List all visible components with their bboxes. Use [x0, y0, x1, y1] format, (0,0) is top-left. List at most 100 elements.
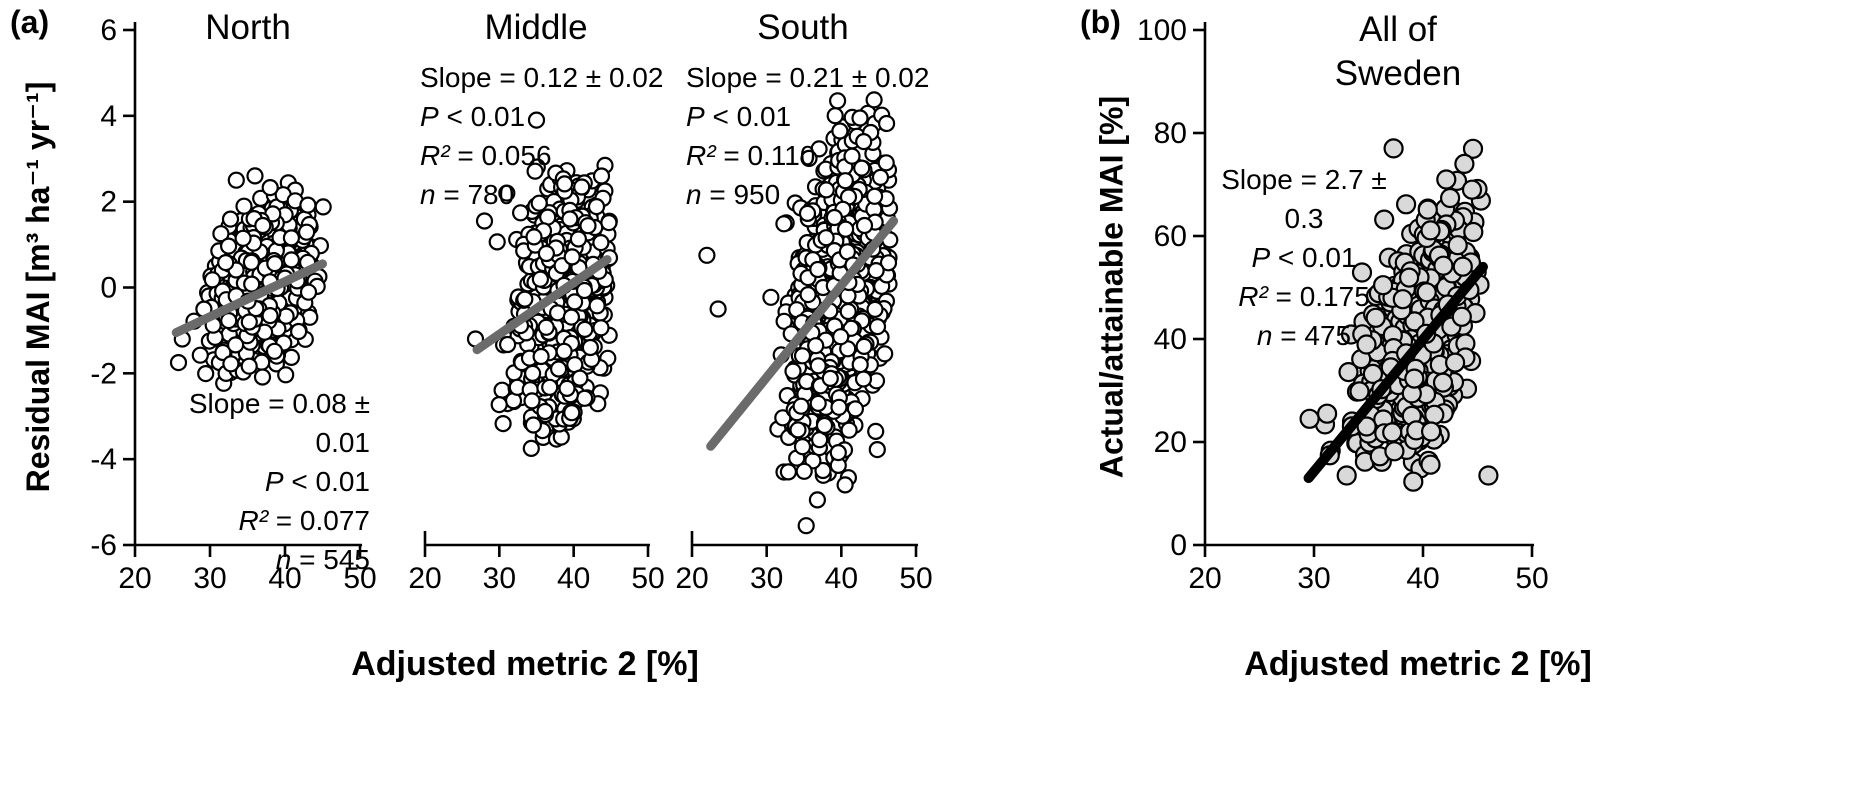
y-tick-label: 2 — [100, 186, 117, 219]
stat-n-label: n — [1256, 320, 1273, 351]
data-point — [282, 251, 300, 269]
y-tick-label: 100 — [1137, 14, 1187, 47]
data-point — [571, 369, 589, 387]
data-point — [555, 342, 573, 360]
data-point — [836, 220, 855, 238]
data-point — [1447, 235, 1468, 256]
data-point — [282, 348, 300, 366]
data-point — [197, 365, 215, 383]
data-point — [246, 167, 264, 185]
data-point — [243, 275, 261, 293]
data-point — [298, 223, 316, 241]
stats-sweden: Slope = 2.7 ± 0.3 P < 0.01 R² = 0.175 n … — [1198, 160, 1410, 355]
regression-line — [472, 255, 612, 355]
stat-r2: R² = 0.077 — [130, 501, 370, 540]
stat-r2: R² = 0.056 — [420, 136, 663, 175]
x-tick-label: 50 — [631, 562, 664, 595]
x-tick-label: 50 — [1515, 562, 1548, 595]
stat-n: n = 950 — [686, 175, 929, 214]
data-point — [526, 162, 544, 180]
data-point — [851, 356, 869, 374]
plot-title-south: South — [757, 8, 849, 47]
data-point — [234, 229, 252, 247]
data-point — [854, 370, 873, 388]
data-point — [1299, 408, 1320, 429]
panel-b-y-axis-label: Actual/attainable MAI [%] — [1093, 95, 1130, 479]
data-point — [836, 172, 854, 190]
data-point — [494, 415, 512, 433]
data-point — [798, 204, 817, 222]
data-point — [1420, 454, 1441, 475]
data-point — [855, 133, 873, 151]
data-point — [523, 364, 542, 382]
data-point — [851, 109, 869, 127]
data-point — [817, 181, 835, 199]
data-point — [1420, 421, 1442, 442]
y-tick-label: -6 — [90, 529, 117, 562]
data-point — [1365, 307, 1386, 328]
y-tick-label: 0 — [100, 272, 117, 305]
data-point — [1439, 187, 1461, 209]
data-point — [1362, 363, 1384, 384]
data-point — [541, 378, 559, 396]
data-point — [839, 302, 857, 321]
data-point — [536, 402, 554, 421]
data-point — [531, 270, 550, 288]
data-point — [530, 194, 548, 212]
data-point — [227, 336, 245, 354]
data-point — [1416, 282, 1437, 303]
data-point — [1403, 471, 1424, 492]
data-point — [314, 198, 332, 216]
data-point — [809, 260, 827, 279]
data-point — [800, 149, 818, 167]
data-point — [698, 246, 716, 264]
stat-p-text: < 0.01 — [438, 101, 526, 132]
data-point — [222, 355, 240, 373]
data-point — [220, 237, 238, 255]
data-point — [1382, 422, 1403, 443]
data-point — [840, 421, 858, 439]
panel-a-x-axis-label: Adjusted metric 2 [%] — [351, 645, 699, 683]
stat-slope-text: Slope = 2.7 ± 0.3 — [1221, 164, 1387, 234]
data-point — [1462, 138, 1484, 159]
y-tick-label: 20 — [1154, 426, 1187, 459]
data-point — [235, 197, 253, 215]
y-tick-label: 6 — [100, 14, 117, 47]
data-point — [807, 337, 825, 355]
data-point — [868, 441, 886, 459]
data-point — [563, 248, 581, 266]
plot-title-north: North — [205, 8, 291, 47]
data-point — [1478, 465, 1499, 486]
data-point — [867, 262, 885, 280]
data-point — [214, 343, 232, 362]
data-point — [227, 171, 245, 189]
data-point — [277, 366, 295, 384]
data-point — [499, 335, 517, 354]
data-point — [1374, 209, 1395, 230]
stat-n-label: n — [420, 179, 436, 210]
stat-p: P < 0.01 — [130, 462, 370, 501]
data-point — [587, 198, 606, 216]
data-point — [221, 210, 240, 228]
data-point — [876, 345, 894, 363]
data-point — [1398, 267, 1420, 288]
stat-n-text: = 950 — [701, 179, 781, 210]
data-point — [524, 416, 543, 434]
data-point — [789, 421, 807, 439]
stat-slope: Slope = 0.21 ± 0.02 — [686, 58, 929, 97]
data-point — [825, 208, 844, 227]
data-point — [779, 463, 798, 481]
data-point — [576, 320, 594, 338]
stat-n-text: = 780 — [435, 179, 515, 210]
x-tick-label: 20 — [1188, 562, 1221, 595]
data-point — [569, 230, 588, 248]
data-point — [261, 307, 279, 325]
data-point — [525, 228, 543, 246]
data-point — [561, 210, 579, 228]
stat-r2-text: = 0.077 — [268, 505, 370, 536]
x-tick-label: 20 — [675, 562, 708, 595]
data-point — [203, 271, 221, 289]
data-point — [1336, 465, 1357, 486]
data-point — [1432, 372, 1454, 393]
data-point — [1451, 306, 1472, 327]
